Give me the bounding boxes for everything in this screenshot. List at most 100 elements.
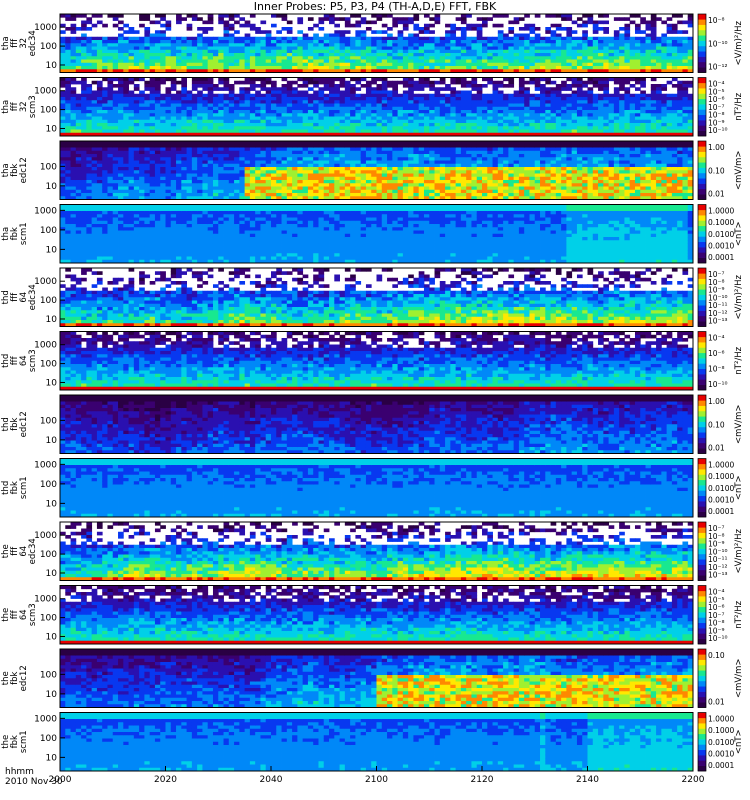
heatmap-cell	[260, 77, 267, 82]
heatmap-cell	[207, 126, 214, 130]
heatmap-cell	[534, 27, 541, 31]
heatmap-cell	[60, 93, 66, 98]
heatmap-cell	[429, 119, 435, 124]
heatmap-cell	[334, 116, 340, 121]
heatmap-cell	[212, 176, 219, 181]
heatmap-cell	[160, 119, 166, 124]
y-tick-label: 1000	[34, 87, 57, 97]
heatmap-cell	[181, 90, 187, 95]
heatmap-cell	[191, 110, 198, 114]
heatmap-cell	[75, 66, 82, 70]
heatmap-cell	[634, 69, 641, 73]
heatmap-cell	[181, 119, 187, 124]
heatmap-cell	[397, 154, 404, 158]
heatmap-cell	[550, 14, 557, 18]
heatmap-cell	[323, 97, 330, 101]
heatmap-cell	[65, 173, 71, 178]
heatmap-cell	[371, 90, 377, 95]
heatmap-cell	[313, 170, 319, 174]
heatmap-cell	[218, 123, 224, 127]
heatmap-cell	[149, 40, 156, 44]
heatmap-cell	[165, 97, 172, 101]
heatmap-cell	[276, 126, 282, 130]
heatmap-cell	[682, 123, 689, 127]
heatmap-cell	[492, 132, 499, 137]
heatmap-cell	[413, 36, 420, 41]
heatmap-cell	[339, 17, 346, 21]
heatmap-cell	[439, 36, 446, 41]
heatmap-cell	[350, 77, 356, 82]
heatmap-cell	[682, 119, 689, 124]
heatmap-cell	[677, 66, 683, 70]
heatmap-cell	[91, 110, 98, 114]
heatmap-cell	[460, 132, 467, 137]
heatmap-cell	[265, 141, 272, 145]
heatmap-cell	[165, 40, 172, 44]
heatmap-cell	[271, 183, 277, 187]
heatmap-cell	[176, 59, 182, 64]
heatmap-cell	[265, 167, 272, 171]
heatmap-cell	[455, 116, 462, 121]
heatmap-cell	[271, 110, 277, 114]
heatmap-cell	[191, 144, 198, 148]
heatmap-cell	[123, 180, 129, 184]
heatmap-cell	[429, 116, 435, 121]
heatmap-cell	[170, 167, 177, 171]
heatmap-cell	[387, 173, 393, 178]
heatmap-cell	[534, 40, 541, 44]
heatmap-cell	[592, 43, 599, 47]
heatmap-cell	[197, 180, 203, 184]
heatmap-cell	[429, 157, 435, 161]
heatmap-cell	[118, 176, 124, 181]
heatmap-cell	[492, 80, 499, 85]
heatmap-cell	[492, 84, 499, 88]
heatmap-cell	[181, 189, 187, 194]
heatmap-cell	[133, 36, 140, 41]
heatmap-cell	[186, 14, 193, 18]
heatmap-cell	[524, 113, 530, 117]
heatmap-cell	[212, 97, 219, 101]
heatmap-cell	[207, 84, 214, 88]
heatmap-cell	[170, 43, 177, 47]
heatmap-cell	[70, 46, 77, 51]
heatmap-cell	[334, 150, 340, 155]
heatmap-cell	[408, 186, 414, 191]
heatmap-cell	[392, 43, 399, 47]
heatmap-cell	[149, 66, 156, 70]
heatmap-cell	[418, 154, 425, 158]
heatmap-cell	[149, 69, 156, 73]
heatmap-cell	[102, 100, 108, 104]
heatmap-cell	[624, 69, 631, 73]
heatmap-cell	[218, 113, 224, 117]
heatmap-cell	[170, 46, 177, 51]
colorbar-tick-label: 10⁻⁵	[708, 87, 725, 96]
heatmap-cell	[102, 141, 108, 145]
heatmap-cell	[408, 53, 414, 57]
heatmap-cell	[318, 53, 325, 57]
heatmap-cell	[281, 69, 288, 73]
heatmap-cell	[186, 43, 193, 47]
heatmap-cell	[149, 176, 156, 181]
heatmap-cell	[576, 113, 583, 117]
heatmap-cell	[387, 106, 393, 111]
heatmap-cell	[60, 110, 66, 114]
heatmap-cell	[445, 103, 451, 108]
heatmap-cell	[96, 189, 103, 194]
heatmap-cell	[81, 20, 87, 25]
heatmap-cell	[133, 173, 140, 178]
heatmap-cell	[392, 132, 399, 137]
heatmap-cell	[260, 183, 267, 187]
heatmap-cell	[318, 167, 325, 171]
heatmap-cell	[387, 84, 393, 88]
heatmap-cell	[624, 100, 631, 104]
heatmap-cell	[65, 157, 71, 161]
heatmap-cell	[313, 147, 319, 152]
heatmap-cell	[619, 62, 625, 67]
heatmap-cell	[503, 84, 509, 88]
heatmap-cell	[455, 97, 462, 101]
heatmap-cell	[176, 154, 182, 158]
heatmap-cell	[423, 43, 430, 47]
heatmap-cell	[423, 196, 430, 200]
heatmap-cell	[313, 141, 319, 145]
heatmap-cell	[244, 90, 251, 95]
